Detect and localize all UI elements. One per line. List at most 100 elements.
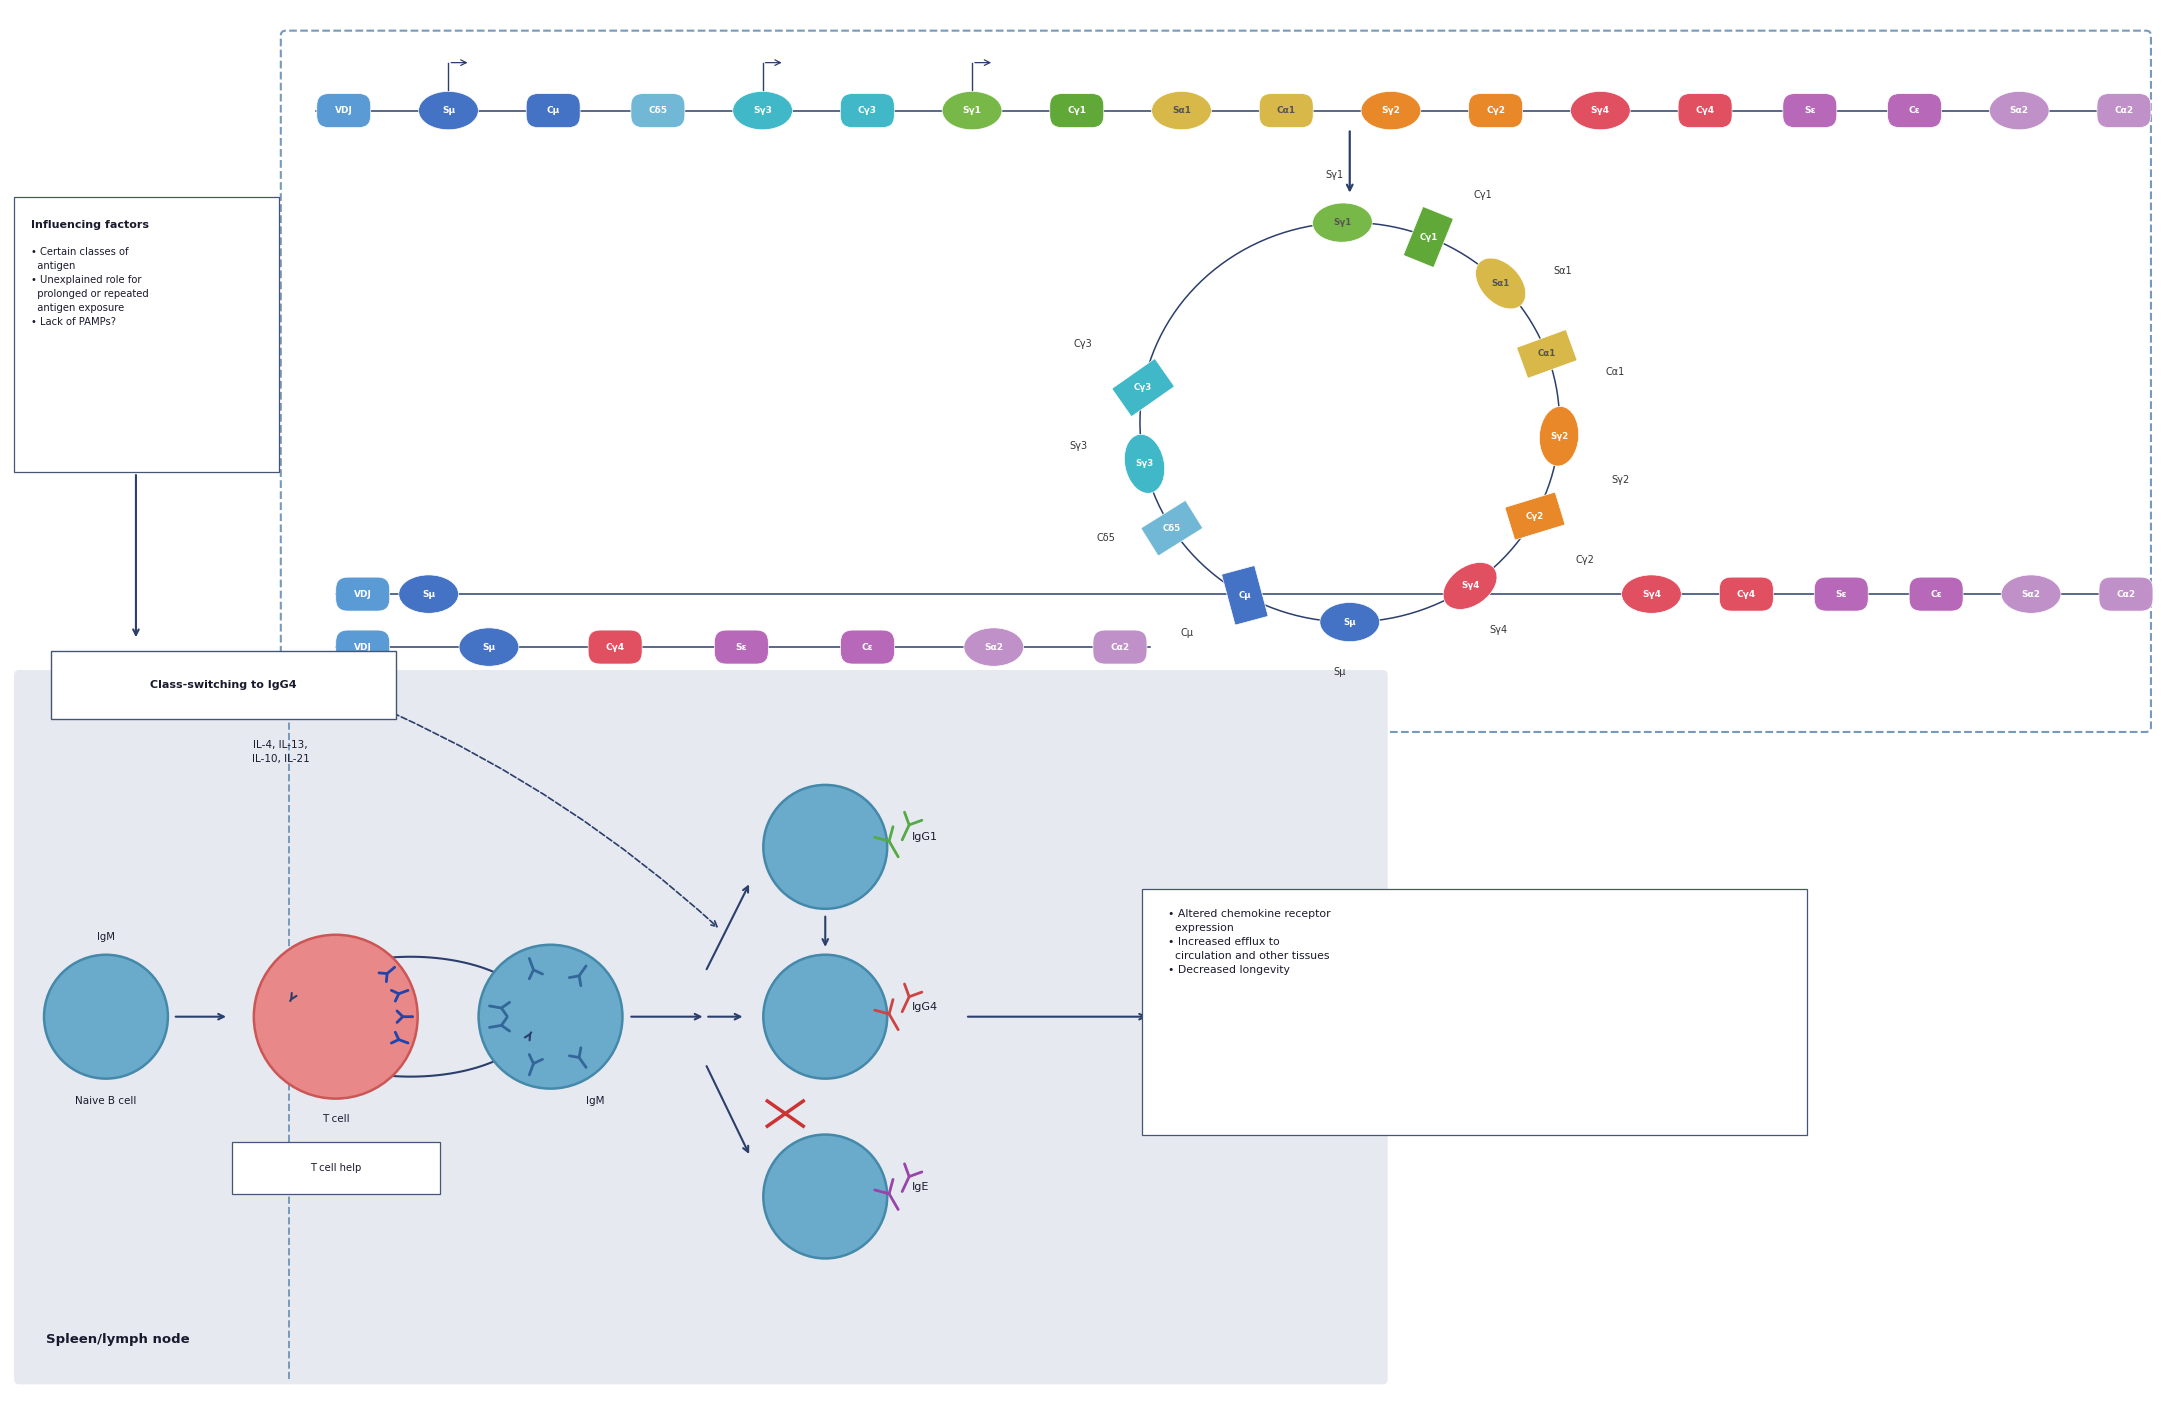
Ellipse shape xyxy=(1540,407,1579,465)
Ellipse shape xyxy=(1125,435,1164,494)
Text: Sα1: Sα1 xyxy=(1553,266,1573,276)
Text: Cε: Cε xyxy=(1909,107,1920,115)
Text: Sγ2: Sγ2 xyxy=(1381,107,1401,115)
Ellipse shape xyxy=(1151,91,1212,130)
Text: Cα2: Cα2 xyxy=(2116,590,2135,599)
Text: Sγ4: Sγ4 xyxy=(1590,107,1609,115)
FancyBboxPatch shape xyxy=(1142,889,1807,1134)
Text: Cα2: Cα2 xyxy=(2113,107,2133,115)
FancyBboxPatch shape xyxy=(1909,578,1963,611)
FancyBboxPatch shape xyxy=(841,94,895,128)
Text: Sε: Sε xyxy=(1835,590,1846,599)
Circle shape xyxy=(43,955,167,1078)
FancyBboxPatch shape xyxy=(1468,94,1523,128)
Text: Sα2: Sα2 xyxy=(2009,107,2029,115)
Ellipse shape xyxy=(419,91,478,130)
Text: Cγ4: Cγ4 xyxy=(606,642,626,652)
FancyBboxPatch shape xyxy=(232,1141,439,1193)
Text: IL-4, IL-13,
IL-10, IL-21: IL-4, IL-13, IL-10, IL-21 xyxy=(252,740,311,764)
Text: Sμ: Sμ xyxy=(1334,667,1347,677)
FancyBboxPatch shape xyxy=(1516,329,1577,379)
Text: Sγ3: Sγ3 xyxy=(1069,440,1088,451)
Text: IgG1: IgG1 xyxy=(912,831,938,841)
FancyBboxPatch shape xyxy=(317,94,371,128)
FancyBboxPatch shape xyxy=(1783,94,1838,128)
Text: Cγ2: Cγ2 xyxy=(1486,107,1505,115)
Ellipse shape xyxy=(458,628,519,666)
FancyBboxPatch shape xyxy=(715,629,769,665)
FancyBboxPatch shape xyxy=(1221,566,1268,625)
Text: Cγ3: Cγ3 xyxy=(858,107,877,115)
Ellipse shape xyxy=(964,628,1023,666)
FancyBboxPatch shape xyxy=(337,629,389,665)
Text: Cγ2: Cγ2 xyxy=(1575,555,1594,565)
Text: • Certain classes of
  antigen
• Unexplained role for
  prolonged or repeated
  : • Certain classes of antigen • Unexplain… xyxy=(30,247,150,328)
Text: Cγ4: Cγ4 xyxy=(1696,107,1714,115)
Circle shape xyxy=(762,955,886,1078)
Text: Spleen/lymph node: Spleen/lymph node xyxy=(46,1333,189,1346)
Text: Sμ: Sμ xyxy=(421,590,434,599)
Text: Sγ2: Sγ2 xyxy=(1612,475,1629,485)
Text: Cγ1: Cγ1 xyxy=(1418,233,1438,241)
Ellipse shape xyxy=(943,91,1001,130)
Ellipse shape xyxy=(732,91,793,130)
FancyBboxPatch shape xyxy=(1049,94,1103,128)
Text: Sγ4: Sγ4 xyxy=(1490,625,1507,635)
Text: Cε: Cε xyxy=(862,642,873,652)
Text: Influencing factors: Influencing factors xyxy=(30,220,150,230)
Text: IgM: IgM xyxy=(586,1095,604,1106)
Text: IgG4: IgG4 xyxy=(912,1001,938,1012)
Ellipse shape xyxy=(1321,603,1379,642)
Ellipse shape xyxy=(1570,91,1631,130)
Text: Cγ4: Cγ4 xyxy=(1738,590,1755,599)
Ellipse shape xyxy=(1362,91,1420,130)
FancyBboxPatch shape xyxy=(1112,359,1175,416)
FancyBboxPatch shape xyxy=(2096,94,2150,128)
Text: Sγ1: Sγ1 xyxy=(1325,170,1344,179)
Text: Sγ1: Sγ1 xyxy=(1334,219,1351,227)
Text: IgM: IgM xyxy=(98,932,115,942)
Circle shape xyxy=(478,945,623,1088)
Circle shape xyxy=(762,785,886,908)
FancyBboxPatch shape xyxy=(1093,629,1147,665)
Ellipse shape xyxy=(1622,575,1681,613)
Text: Cγ1: Cγ1 xyxy=(1475,191,1492,200)
Text: Sα1: Sα1 xyxy=(1492,279,1510,287)
Text: Sε: Sε xyxy=(736,642,747,652)
FancyBboxPatch shape xyxy=(1140,501,1203,555)
Text: Sα2: Sα2 xyxy=(984,642,1003,652)
FancyBboxPatch shape xyxy=(1679,94,1731,128)
Ellipse shape xyxy=(1990,91,2048,130)
Text: Sγ3: Sγ3 xyxy=(754,107,771,115)
FancyBboxPatch shape xyxy=(1720,578,1772,611)
Text: Sα1: Sα1 xyxy=(1173,107,1190,115)
FancyBboxPatch shape xyxy=(841,629,895,665)
FancyBboxPatch shape xyxy=(50,651,395,719)
FancyBboxPatch shape xyxy=(1260,94,1314,128)
Text: Sμ: Sμ xyxy=(1344,617,1355,627)
Text: Sγ2: Sγ2 xyxy=(1551,432,1568,440)
FancyBboxPatch shape xyxy=(337,578,389,611)
Text: Sγ4: Sγ4 xyxy=(1642,590,1662,599)
Text: Cγ3: Cγ3 xyxy=(1134,383,1153,393)
Text: Cμ: Cμ xyxy=(1238,590,1251,600)
Text: Cγ1: Cγ1 xyxy=(1066,107,1086,115)
FancyBboxPatch shape xyxy=(13,670,1388,1384)
Text: VDJ: VDJ xyxy=(354,642,371,652)
Text: T cell: T cell xyxy=(321,1113,350,1123)
Text: Cδ5: Cδ5 xyxy=(649,107,667,115)
Text: Cα1: Cα1 xyxy=(1277,107,1297,115)
FancyBboxPatch shape xyxy=(1403,206,1453,268)
Text: Sμ: Sμ xyxy=(482,642,495,652)
Ellipse shape xyxy=(1442,562,1497,610)
Circle shape xyxy=(762,1134,886,1259)
Text: Class-switching to IgG4: Class-switching to IgG4 xyxy=(150,680,295,690)
Text: Cα1: Cα1 xyxy=(1538,349,1555,359)
Text: Cα1: Cα1 xyxy=(1605,367,1625,377)
Text: Cε: Cε xyxy=(1931,590,1942,599)
Text: • Altered chemokine receptor
  expression
• Increased efflux to
  circulation an: • Altered chemokine receptor expression … xyxy=(1169,908,1331,974)
FancyBboxPatch shape xyxy=(280,31,2150,732)
FancyBboxPatch shape xyxy=(2098,578,2152,611)
FancyBboxPatch shape xyxy=(1887,94,1942,128)
FancyBboxPatch shape xyxy=(630,94,684,128)
